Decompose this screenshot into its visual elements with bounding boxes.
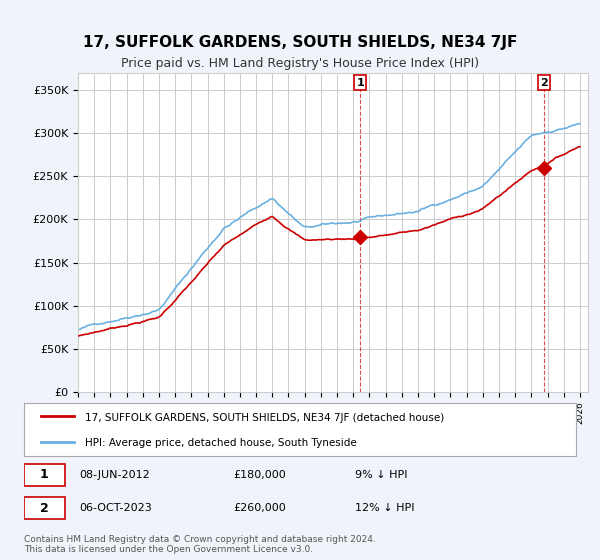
Text: £180,000: £180,000: [234, 470, 287, 480]
Text: 2: 2: [40, 502, 49, 515]
Text: 9% ↓ HPI: 9% ↓ HPI: [355, 470, 408, 480]
Text: Contains HM Land Registry data © Crown copyright and database right 2024.
This d: Contains HM Land Registry data © Crown c…: [24, 535, 376, 554]
FancyBboxPatch shape: [24, 497, 65, 519]
Text: 17, SUFFOLK GARDENS, SOUTH SHIELDS, NE34 7JF: 17, SUFFOLK GARDENS, SOUTH SHIELDS, NE34…: [83, 35, 517, 50]
Text: £260,000: £260,000: [234, 503, 287, 513]
Text: 08-JUN-2012: 08-JUN-2012: [79, 470, 150, 480]
Text: 1: 1: [356, 78, 364, 87]
Text: 12% ↓ HPI: 12% ↓ HPI: [355, 503, 415, 513]
Text: HPI: Average price, detached house, South Tyneside: HPI: Average price, detached house, Sout…: [85, 437, 356, 447]
Text: 06-OCT-2023: 06-OCT-2023: [79, 503, 152, 513]
Text: 17, SUFFOLK GARDENS, SOUTH SHIELDS, NE34 7JF (detached house): 17, SUFFOLK GARDENS, SOUTH SHIELDS, NE34…: [85, 413, 444, 423]
FancyBboxPatch shape: [24, 464, 65, 486]
Text: Price paid vs. HM Land Registry's House Price Index (HPI): Price paid vs. HM Land Registry's House …: [121, 57, 479, 70]
Text: 2: 2: [540, 78, 548, 87]
Text: 1: 1: [40, 468, 49, 481]
